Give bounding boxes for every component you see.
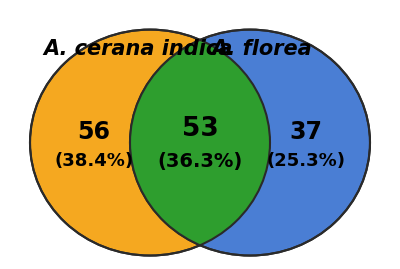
Ellipse shape bbox=[30, 30, 270, 256]
Text: (38.4%): (38.4%) bbox=[54, 153, 134, 170]
Ellipse shape bbox=[30, 30, 270, 256]
Text: 56: 56 bbox=[78, 120, 110, 144]
Text: (25.3%): (25.3%) bbox=[266, 153, 346, 170]
Text: A. florea: A. florea bbox=[212, 39, 312, 59]
Text: 37: 37 bbox=[290, 120, 322, 144]
Text: (36.3%): (36.3%) bbox=[157, 152, 243, 171]
Text: 53: 53 bbox=[182, 116, 218, 142]
Ellipse shape bbox=[130, 30, 370, 256]
Text: A. cerana indica: A. cerana indica bbox=[43, 39, 233, 59]
